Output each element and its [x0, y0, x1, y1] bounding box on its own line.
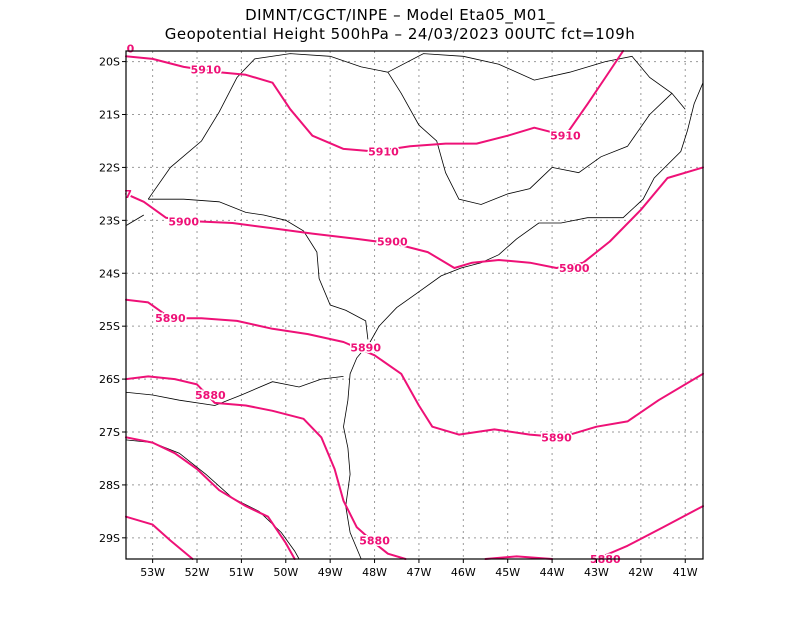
- lon-tick-label: 43W: [584, 566, 609, 579]
- coast-border-line: [387, 53, 686, 110]
- lon-tick-label: 50W: [273, 566, 298, 579]
- height-contour-line: [125, 166, 704, 269]
- lon-tick-label: 46W: [451, 566, 476, 579]
- coast-border-line: [148, 198, 369, 340]
- lat-tick-label: 23S: [99, 214, 120, 227]
- lon-tick-label: 52W: [185, 566, 210, 579]
- contour-value-label: 5880: [359, 534, 390, 547]
- lon-tick-label: 47W: [407, 566, 432, 579]
- map-subtitle: Geopotential Height 500hPa – 24/03/2023 …: [164, 25, 636, 43]
- contour-value-label: 7: [124, 188, 132, 201]
- lat-tick-label: 25S: [99, 320, 120, 333]
- lon-tick-label: 42W: [628, 566, 653, 579]
- contour-value-label: 5900: [559, 262, 590, 275]
- contour-value-label: 5890: [350, 341, 381, 354]
- contour-value-label: 5880: [195, 389, 226, 402]
- grid-lines: [126, 51, 703, 559]
- coast-border-line: [343, 82, 704, 560]
- lat-tick-label: 22S: [99, 161, 120, 174]
- height-contour-line: [125, 50, 625, 153]
- height-contour-line: [595, 505, 704, 560]
- lon-tick-label: 41W: [673, 566, 698, 579]
- height-contour-line: [125, 375, 407, 560]
- lon-tick-label: 48W: [362, 566, 387, 579]
- lon-tick-label: 53W: [140, 566, 165, 579]
- lon-tick-label: 44W: [540, 566, 565, 579]
- map-title: DIMNT/CGCT/INPE – Model Eta05_M01_: [245, 6, 555, 24]
- lat-tick-label: 24S: [99, 267, 120, 280]
- contour-value-label: 5910: [368, 146, 399, 159]
- lat-tick-label: 26S: [99, 373, 120, 386]
- lat-tick-label: 21S: [99, 109, 120, 122]
- contour-value-label: 5900: [377, 236, 408, 249]
- lon-tick-label: 49W: [318, 566, 343, 579]
- contour-labels: 5910 5910 5910 5900 5900 5900 5890 5890 5890 5880…: [123, 41, 623, 568]
- lon-tick-label: 51W: [229, 566, 254, 579]
- contour-value-label: 0: [127, 42, 135, 55]
- axis-ticks: 20S 21S 22S 23S 24S 25S 26S 27S 28S 29S 53W 52W 51W 5…: [99, 56, 698, 579]
- lat-tick-label: 27S: [99, 426, 120, 439]
- contour-value-label: 5890: [155, 312, 186, 325]
- map-frame: [125, 50, 704, 560]
- lat-tick-label: 20S: [99, 56, 120, 69]
- height-contour-line: [125, 515, 194, 560]
- lat-tick-label: 28S: [99, 479, 120, 492]
- lat-tick-label: 29S: [99, 532, 120, 545]
- contour-value-label: 5900: [168, 215, 199, 228]
- height-contour-line: [125, 436, 296, 560]
- coast-border-line: [147, 53, 673, 205]
- coast-border-line: [125, 376, 344, 406]
- coast-border-line: [125, 214, 145, 226]
- contour-value-label: 5890: [541, 431, 572, 444]
- contour-value-label: 5910: [550, 130, 581, 143]
- coast-border-line: [125, 439, 300, 560]
- height-contour-line: [484, 555, 554, 560]
- height-contour-line: [125, 298, 704, 439]
- contour-value-label: 5910: [191, 64, 222, 77]
- height-contours: [125, 50, 704, 560]
- lon-tick-label: 45W: [495, 566, 520, 579]
